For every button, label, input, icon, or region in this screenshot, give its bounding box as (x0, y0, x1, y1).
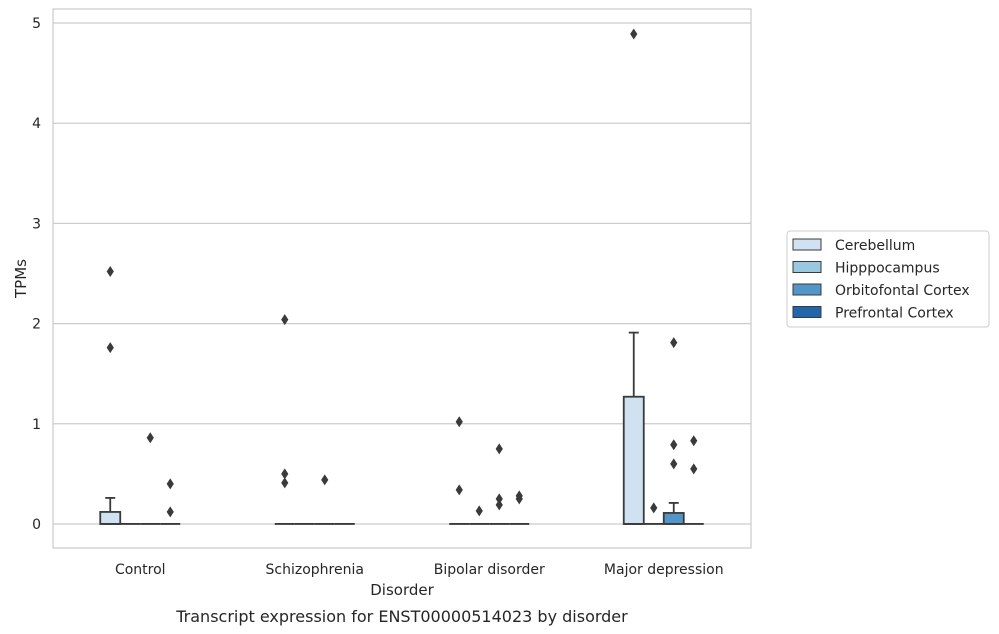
legend-label: Prefrontal Cortex (835, 306, 954, 322)
box (622, 395, 645, 525)
outlier-point (515, 493, 523, 505)
box-group (509, 490, 530, 525)
box-group (643, 502, 664, 525)
plot-frame (52, 8, 752, 549)
y-tick-label: 4 (32, 116, 41, 132)
outlier-point (670, 337, 678, 349)
y-axis-label: TPMs (12, 259, 30, 299)
box-group (683, 435, 704, 525)
plot-background (53, 9, 751, 548)
box-group (662, 337, 685, 525)
y-axis-ticks: 0 1 2 3 4 5 (32, 16, 41, 533)
outlier-point (146, 432, 154, 444)
outlier-point (455, 484, 463, 496)
legend-label: Cerebellum (835, 238, 915, 254)
legend-label: Orbitofontal Cortex (835, 283, 970, 299)
outlier-point (690, 463, 698, 475)
y-tick-label: 3 (32, 216, 41, 232)
legend-frame (786, 230, 990, 328)
box-group (449, 416, 470, 525)
y-tick-label: 1 (32, 417, 41, 433)
chart-caption: Transcript expression for ENST0000051402… (175, 607, 628, 626)
outlier-point (455, 416, 463, 428)
outlier-point (106, 342, 114, 354)
outlier-point (166, 506, 174, 518)
legend-swatch (792, 238, 822, 251)
box-group (160, 478, 181, 525)
outlier-point (690, 435, 698, 447)
box (99, 511, 122, 525)
box-group (314, 474, 335, 525)
y-tick-label: 0 (32, 517, 41, 533)
outlier-point (495, 499, 503, 511)
outlier-point (670, 439, 678, 451)
outlier-point (106, 265, 114, 277)
box-group (469, 505, 490, 525)
x-tick-label: Bipolar disorder (434, 562, 545, 578)
outlier-point (166, 478, 174, 490)
box-group (99, 265, 122, 525)
legend-swatch (792, 261, 822, 273)
box-group (274, 314, 295, 525)
outlier-point (495, 443, 503, 455)
y-tick-label: 5 (32, 16, 41, 32)
outlier-point (321, 474, 329, 486)
legend-label: Hipppocampus (835, 261, 940, 277)
legend: Cerebellum Hipppocampus Orbitofontal Corte… (786, 230, 990, 328)
x-tick-label: Major depression (604, 562, 724, 578)
outlier-point (281, 468, 289, 480)
box-group (140, 432, 161, 525)
x-tick-label: Control (115, 562, 166, 578)
outlier-point (281, 477, 289, 489)
box-group (622, 28, 645, 525)
outlier-point (670, 458, 678, 470)
outlier-point (495, 493, 503, 505)
outlier-point (630, 28, 638, 40)
outlier-point (281, 314, 289, 326)
x-tick-label: Schizophrenia (266, 562, 364, 578)
outlier-point (475, 505, 483, 517)
x-axis-label: Disorder (370, 581, 434, 599)
outlier-point (650, 502, 658, 514)
legend-swatch (792, 306, 822, 318)
legend-swatch (792, 283, 822, 296)
x-axis-ticks: Control Schizophrenia Bipolar disorder Majo… (115, 562, 724, 578)
y-tick-label: 2 (32, 317, 41, 333)
plot-area (52, 8, 752, 549)
box-series (99, 28, 704, 525)
box (662, 512, 685, 525)
box-group (489, 443, 510, 525)
